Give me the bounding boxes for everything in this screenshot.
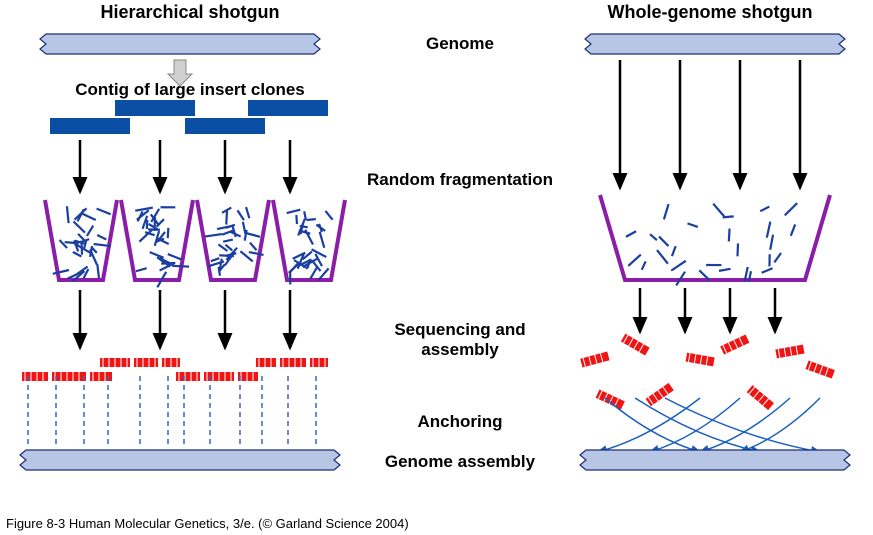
diagram-canvas	[0, 0, 873, 535]
